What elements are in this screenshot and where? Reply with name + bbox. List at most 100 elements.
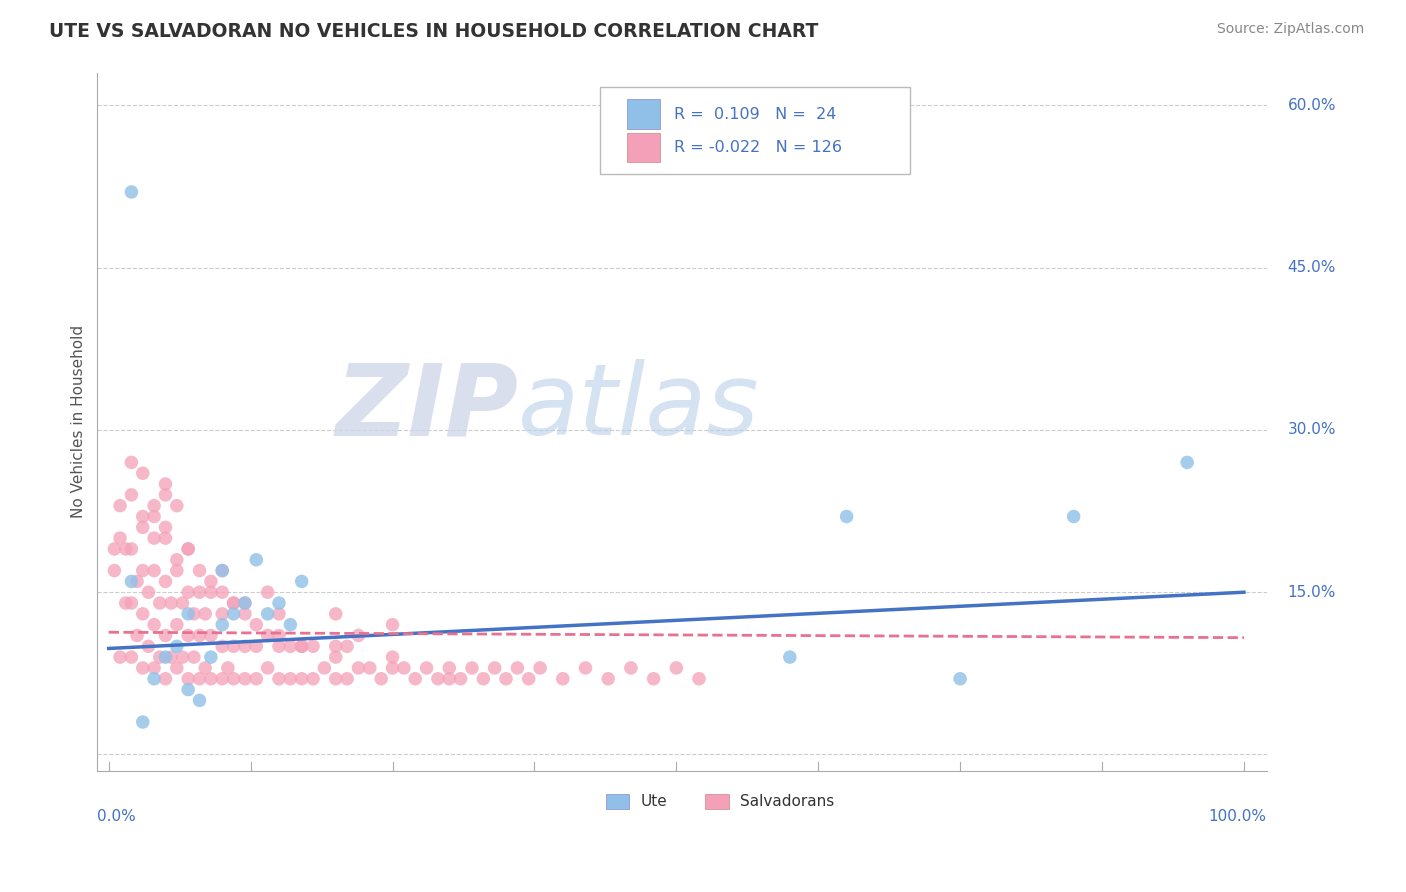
- Point: [194, 607, 217, 621]
- Point: [114, 541, 136, 556]
- Point: [177, 628, 200, 642]
- Point: [211, 640, 233, 654]
- Point: [194, 661, 217, 675]
- Text: 100.0%: 100.0%: [1209, 809, 1267, 824]
- Text: ZIP: ZIP: [335, 359, 519, 457]
- Point: [217, 661, 239, 675]
- Point: [370, 672, 392, 686]
- Point: [166, 617, 188, 632]
- Point: [120, 574, 142, 589]
- Point: [160, 650, 183, 665]
- Point: [325, 640, 347, 654]
- Point: [291, 574, 314, 589]
- Point: [484, 661, 506, 675]
- Point: [211, 607, 233, 621]
- Point: [347, 661, 370, 675]
- Point: [245, 553, 267, 567]
- Point: [359, 661, 381, 675]
- Point: [280, 640, 302, 654]
- Point: [1063, 509, 1085, 524]
- FancyBboxPatch shape: [627, 100, 659, 128]
- Text: R =  0.109   N =  24: R = 0.109 N = 24: [673, 107, 837, 121]
- Point: [267, 596, 290, 610]
- Point: [688, 672, 710, 686]
- Text: Ute: Ute: [641, 794, 668, 809]
- FancyBboxPatch shape: [606, 794, 630, 809]
- Point: [166, 564, 188, 578]
- Point: [120, 650, 142, 665]
- Point: [149, 596, 172, 610]
- Point: [551, 672, 574, 686]
- Point: [233, 640, 256, 654]
- Text: atlas: atlas: [519, 359, 759, 457]
- FancyBboxPatch shape: [706, 794, 728, 809]
- Text: 45.0%: 45.0%: [1288, 260, 1336, 276]
- Point: [529, 661, 551, 675]
- Point: [211, 585, 233, 599]
- Point: [200, 650, 222, 665]
- Point: [125, 574, 148, 589]
- Text: Salvadorans: Salvadorans: [741, 794, 835, 809]
- Point: [291, 640, 314, 654]
- Point: [517, 672, 540, 686]
- Point: [108, 499, 131, 513]
- Point: [177, 682, 200, 697]
- Point: [245, 617, 267, 632]
- Point: [177, 541, 200, 556]
- Point: [132, 509, 155, 524]
- Point: [280, 617, 302, 632]
- Point: [267, 640, 290, 654]
- Point: [132, 467, 155, 481]
- Point: [415, 661, 437, 675]
- Point: [200, 574, 222, 589]
- Point: [495, 672, 517, 686]
- Point: [177, 585, 200, 599]
- Point: [143, 531, 166, 545]
- Point: [222, 596, 245, 610]
- Point: [267, 607, 290, 621]
- Text: 60.0%: 60.0%: [1288, 98, 1336, 113]
- Point: [200, 672, 222, 686]
- Point: [120, 541, 142, 556]
- Point: [138, 640, 160, 654]
- Point: [188, 693, 211, 707]
- Point: [188, 585, 211, 599]
- Text: UTE VS SALVADORAN NO VEHICLES IN HOUSEHOLD CORRELATION CHART: UTE VS SALVADORAN NO VEHICLES IN HOUSEHO…: [49, 22, 818, 41]
- Point: [314, 661, 336, 675]
- Point: [381, 617, 404, 632]
- Point: [439, 661, 461, 675]
- Point: [200, 628, 222, 642]
- Point: [256, 607, 278, 621]
- Point: [267, 672, 290, 686]
- Point: [381, 650, 404, 665]
- Point: [120, 596, 142, 610]
- Point: [183, 650, 205, 665]
- Point: [114, 596, 136, 610]
- Point: [233, 596, 256, 610]
- Text: 15.0%: 15.0%: [1288, 585, 1336, 599]
- Point: [291, 672, 314, 686]
- Point: [620, 661, 643, 675]
- Point: [177, 607, 200, 621]
- Point: [222, 672, 245, 686]
- Point: [211, 564, 233, 578]
- Point: [160, 596, 183, 610]
- Point: [256, 585, 278, 599]
- Point: [665, 661, 688, 675]
- Point: [172, 650, 194, 665]
- FancyBboxPatch shape: [600, 87, 910, 174]
- Point: [200, 585, 222, 599]
- Point: [835, 509, 858, 524]
- Point: [166, 661, 188, 675]
- Point: [233, 596, 256, 610]
- FancyBboxPatch shape: [627, 133, 659, 162]
- Point: [177, 541, 200, 556]
- Point: [183, 607, 205, 621]
- Point: [155, 531, 177, 545]
- Point: [177, 672, 200, 686]
- Point: [222, 640, 245, 654]
- Point: [779, 650, 801, 665]
- Point: [132, 520, 155, 534]
- Text: R = -0.022   N = 126: R = -0.022 N = 126: [673, 140, 842, 155]
- Point: [439, 672, 461, 686]
